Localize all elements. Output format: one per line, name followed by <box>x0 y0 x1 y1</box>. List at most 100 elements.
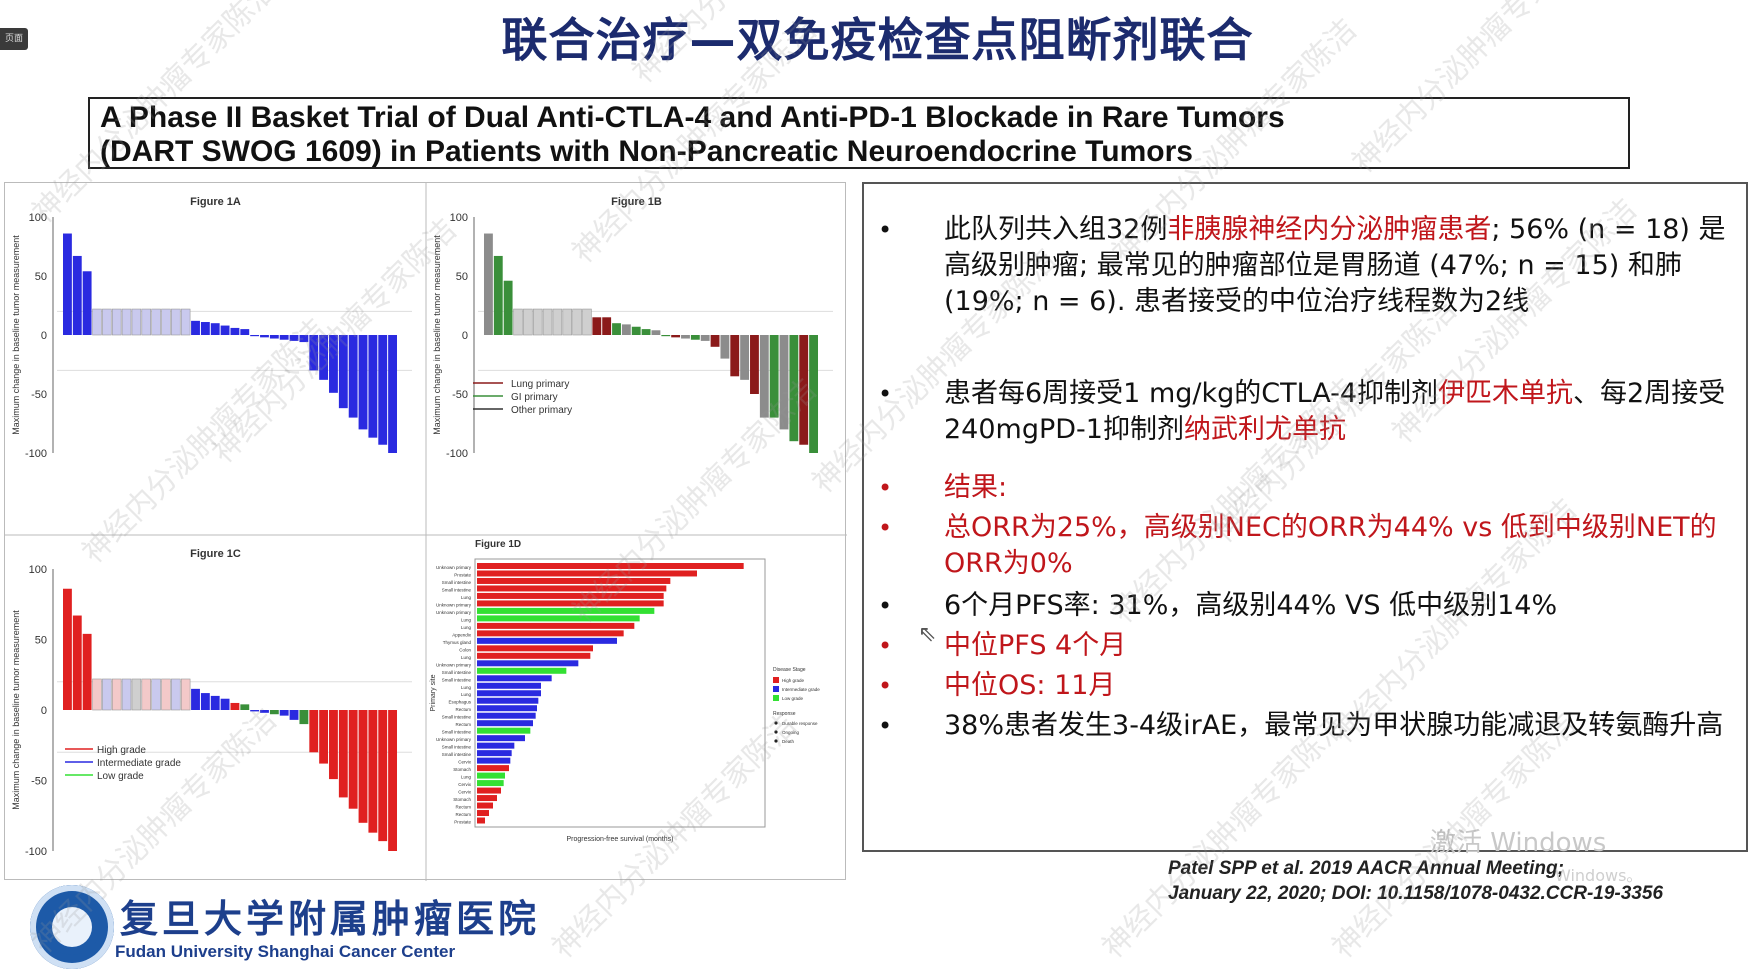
pfs-bar <box>477 652 591 659</box>
bar <box>269 710 279 715</box>
legend-title: Disease Stage <box>773 667 806 673</box>
pfs-bar <box>477 645 593 652</box>
bar <box>72 615 82 710</box>
bar <box>631 326 641 335</box>
legend-marker <box>774 721 778 725</box>
bar <box>200 693 210 710</box>
bar <box>131 678 142 711</box>
bar <box>562 308 572 336</box>
bar <box>151 308 161 336</box>
y-tick-label: -50 <box>452 389 468 401</box>
bar <box>750 335 759 394</box>
bar <box>329 335 338 393</box>
bullet-text: 结果: <box>944 470 1734 506</box>
bar <box>309 710 319 753</box>
pfs-bar <box>477 780 504 787</box>
pfs-bar <box>477 675 552 682</box>
x-axis-label: Progression-free survival (months) <box>567 836 674 843</box>
bar <box>388 710 397 851</box>
bar <box>378 710 388 842</box>
bar <box>289 710 299 720</box>
legend-marker <box>774 730 778 734</box>
y-tick-label: 0 <box>41 330 47 342</box>
row-label: Rectum <box>455 812 471 817</box>
y-tick-label: 0 <box>41 705 47 717</box>
row-label: Small intestine <box>442 715 472 720</box>
pfs-bar <box>477 585 667 592</box>
bar <box>338 335 348 409</box>
legend-label: High grade <box>97 745 146 756</box>
legend-swatch <box>773 686 779 692</box>
corner-tag[interactable]: 页面 <box>0 28 28 50</box>
bar <box>700 335 710 341</box>
bar <box>220 698 230 710</box>
bar <box>151 678 161 711</box>
row-label: Colon <box>459 647 471 652</box>
bar <box>368 335 378 438</box>
legend-title: Response <box>773 711 796 717</box>
bar <box>171 678 181 711</box>
row-label: Small intestine <box>442 745 472 750</box>
bar <box>388 335 397 453</box>
bar <box>269 335 279 339</box>
figures-svg: Figure 1A 100 50 0 -50 -100 Maximum change in … <box>5 183 847 881</box>
bullet-text: 中位PFS 4个月 <box>944 628 1734 664</box>
bar <box>681 335 690 339</box>
pfs-bar <box>477 765 509 772</box>
bar <box>111 308 122 336</box>
legend-label: High grade <box>782 678 805 683</box>
bar <box>348 710 358 809</box>
subtitle-line-1: A Phase II Basket Trial of Dual Anti-CTL… <box>100 101 1285 134</box>
bar <box>240 329 250 335</box>
bar <box>260 335 269 338</box>
y-tick-label: -100 <box>25 448 47 460</box>
bar <box>572 308 582 336</box>
bullet-box: • 此队列共入组32例非胰腺神经内分泌肿瘤患者; 56% (n = 18) 是高级… <box>862 182 1748 852</box>
pfs-bar <box>477 690 541 697</box>
bar <box>592 317 602 335</box>
bullet-text-part: 总ORR为25%，高级别NEC的ORR为44% vs 低到中级别NET的ORR为… <box>944 512 1717 579</box>
bar <box>358 335 368 430</box>
y-tick-label: 50 <box>456 271 468 283</box>
bullet-text-part: 纳武利尤单抗 <box>1183 414 1346 445</box>
bullet-dot: • <box>878 672 893 700</box>
bullet-text-part: 中位OS: 11月 <box>944 670 1116 701</box>
figure-title: Figure 1B <box>611 196 662 208</box>
legend-label: Other primary <box>511 405 572 416</box>
bar <box>210 323 220 335</box>
pfs-bar <box>477 735 525 742</box>
bar <box>641 329 651 335</box>
bar <box>582 308 592 336</box>
row-label: Cervix <box>458 790 472 795</box>
row-label: Thymus gland <box>443 640 472 645</box>
pfs-bar <box>477 787 501 794</box>
row-label: Prostate <box>454 820 471 825</box>
pfs-bar <box>477 592 664 599</box>
subtitle-line-2: (DART SWOG 1609) in Patients with Non-Pa… <box>100 135 1193 168</box>
legend-label: Intermediate grade <box>97 758 181 769</box>
bullet-text-part: 38%患者发生3-4级irAE，最常见为甲状腺功能减退及转氨酶升高 <box>944 710 1724 741</box>
row-label: Stomach <box>453 767 471 772</box>
row-label: Esophagus <box>448 700 471 705</box>
bar <box>690 335 700 340</box>
y-tick-label: -50 <box>31 776 47 788</box>
row-label: Unknown primary <box>436 662 472 667</box>
bar <box>378 335 388 445</box>
row-label: Small intestine <box>442 730 472 735</box>
bar <box>513 308 523 336</box>
y-tick-label: -100 <box>446 448 468 460</box>
bar <box>319 710 329 764</box>
hospital-emblem-icon <box>30 885 114 969</box>
pfs-bar <box>477 660 579 667</box>
bar <box>338 710 348 798</box>
bar <box>730 335 740 377</box>
bar <box>63 588 72 710</box>
bullet-text-part: 中位PFS 4个月 <box>944 630 1127 661</box>
bar <box>484 233 493 335</box>
bar <box>809 335 818 453</box>
pfs-bar <box>477 742 515 749</box>
bar <box>368 710 378 833</box>
pfs-bar <box>477 750 512 757</box>
bar <box>102 308 112 336</box>
bar <box>358 710 368 823</box>
